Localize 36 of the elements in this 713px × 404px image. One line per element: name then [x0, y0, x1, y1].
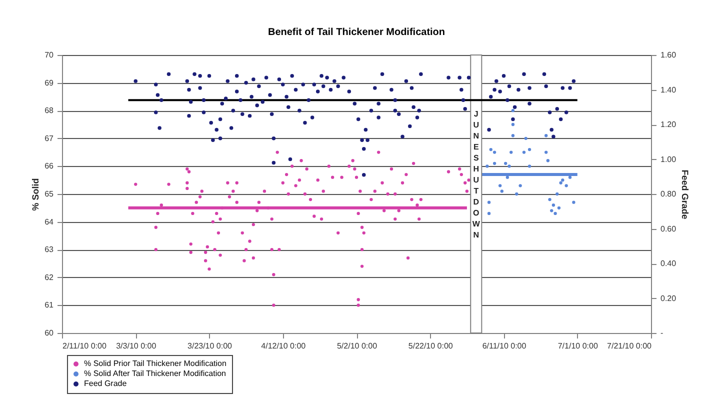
- x-tick-label: 3/23/10 0:00: [188, 342, 233, 350]
- x-tick-label: 4/12/10 0:00: [261, 342, 306, 350]
- chart-title: Benefit of Tail Thickener Modification: [268, 27, 446, 38]
- y-tick-label: 68: [44, 106, 54, 116]
- y-tick-label: 62: [44, 272, 54, 282]
- x-tick-label: 7/1/10 0:00: [558, 342, 598, 350]
- y-tick-label: 70: [44, 50, 54, 60]
- y-tick-label: 69: [44, 78, 54, 88]
- x-tick-label: 5/22/10 0:00: [408, 342, 454, 350]
- y-tick-label: 65: [44, 190, 54, 198]
- y2-tick-label: 0.60: [660, 224, 677, 234]
- x-tick-label: 7/21/10 0:00: [607, 342, 652, 350]
- y2-tick-label: 1.40: [660, 85, 677, 94]
- y2-tick-label: 1.00: [660, 154, 677, 164]
- y-tick-label: 67: [44, 134, 54, 143]
- y-tick-label: 60: [44, 328, 54, 338]
- x-tick-label: 5/2/10 0:00: [336, 342, 378, 350]
- x-tick-label: 6/11/10 0:00: [482, 342, 527, 350]
- y-tick-label: 64: [44, 217, 54, 226]
- y-tick-label: 63: [44, 245, 54, 254]
- text: JUNE SHUTDOWN: [472, 110, 480, 240]
- x-tick-label: 2/11/10 0:00: [62, 342, 107, 350]
- y2-tick-label: 0.20: [660, 294, 677, 303]
- legend-label: Feed Grade: [84, 379, 128, 388]
- y2-tick-label: 1.20: [660, 120, 677, 129]
- legend-label: % Solid After Tail Thickener Modification: [84, 369, 226, 378]
- y2-tick-label: 1.60: [660, 50, 677, 60]
- x-tick-label: 3/3/10 0:00: [116, 342, 157, 350]
- y-tick-label: 61: [44, 300, 54, 310]
- y2-axis-title: Feed Grade: [680, 170, 690, 220]
- y2-tick-label: 0.80: [660, 190, 677, 198]
- y2-tick-label: -: [660, 328, 664, 338]
- y-tick-label: 66: [44, 162, 54, 171]
- y2-tick-label: 0.40: [660, 259, 677, 268]
- y-axis-title: % Solid: [30, 178, 41, 211]
- legend-label: % Solid Prior Tail Thickener Modification: [84, 359, 226, 368]
